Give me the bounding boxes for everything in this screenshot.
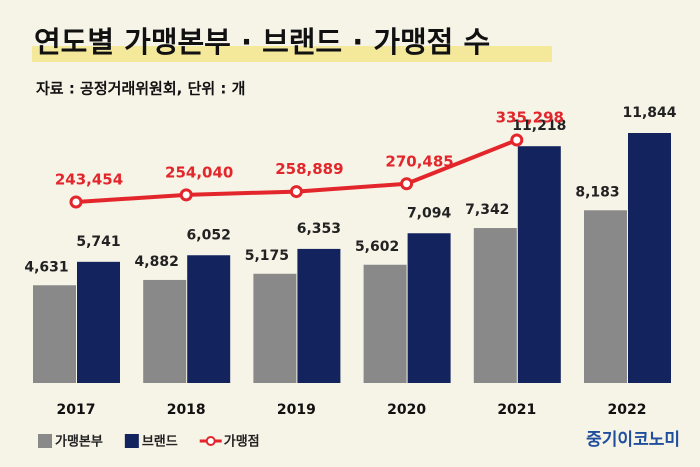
chart-subtitle: 자료 : 공정거래위원회, 단위 : 개: [36, 80, 245, 98]
legend-label: 브랜드: [142, 434, 178, 450]
data-label: 8,183: [575, 184, 619, 200]
bar: [584, 210, 627, 383]
bar: [77, 261, 120, 383]
bar: [297, 248, 341, 383]
legend-label: 가맹본부: [55, 434, 103, 450]
legend-marker: [205, 436, 216, 446]
data-label: 11,844: [622, 105, 676, 121]
bar: [628, 133, 671, 383]
bar: [407, 233, 451, 383]
data-label: 5,741: [76, 234, 120, 250]
x-tick-label: 2018: [167, 402, 206, 418]
x-tick-label: 2022: [608, 402, 647, 418]
x-tick-label: 2017: [57, 402, 96, 418]
data-label: 6,353: [297, 221, 341, 237]
legend-swatch: [38, 434, 52, 448]
data-label: 6,052: [187, 227, 231, 243]
chart-title: 연도별 가맹본부 · 브랜드 · 가맹점 수: [34, 25, 490, 59]
line-label: 254,040: [165, 163, 233, 181]
bar: [143, 279, 187, 383]
bar: [473, 228, 517, 383]
data-label: 4,631: [24, 259, 68, 275]
x-tick-label: 2019: [277, 402, 316, 418]
data-label: 5,175: [245, 248, 289, 264]
title-highlight: [32, 46, 552, 62]
line-label: 258,889: [275, 160, 343, 178]
data-label: 7,342: [465, 202, 509, 218]
bar: [517, 146, 561, 383]
line-point: [179, 188, 193, 202]
line-point: [400, 177, 414, 191]
data-label: 7,094: [407, 205, 452, 221]
legend-swatch: [124, 434, 139, 448]
line-label: 243,454: [55, 171, 123, 189]
line-label: 270,485: [385, 152, 453, 170]
source-brand: 중기이코노미: [586, 430, 680, 450]
legend-label: 가맹점: [224, 434, 260, 450]
bar: [363, 264, 407, 383]
x-tick-label: 2020: [387, 402, 426, 418]
bar: [253, 273, 297, 383]
bar: [187, 255, 231, 383]
data-label: 11,218: [512, 118, 566, 134]
data-label: 5,602: [355, 239, 399, 255]
data-label: 4,882: [135, 254, 179, 270]
line-point: [289, 185, 303, 199]
line-label: 335,298: [496, 109, 564, 127]
bar: [33, 285, 76, 383]
line-point: [69, 195, 83, 209]
line-point: [510, 133, 524, 147]
x-tick-label: 2021: [497, 402, 536, 418]
